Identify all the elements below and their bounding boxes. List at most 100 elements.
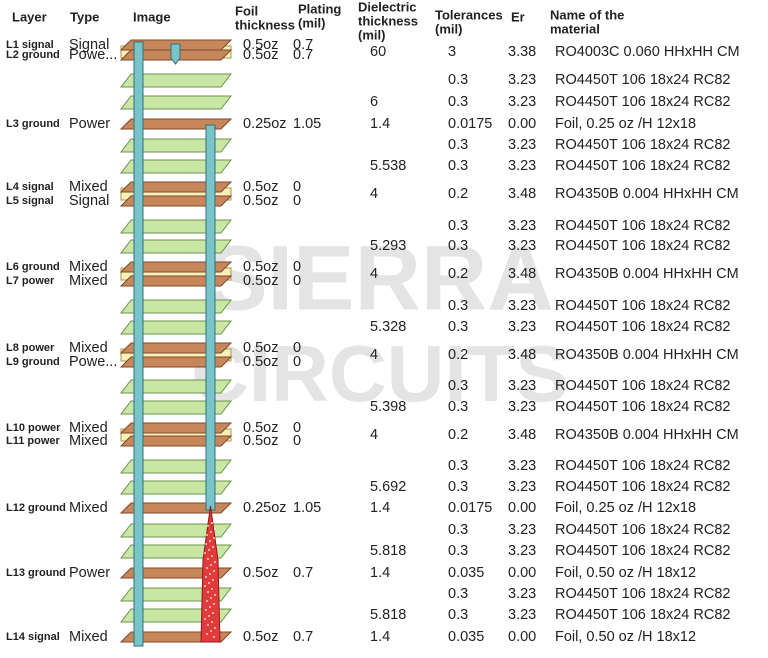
material-name: RO4350B 0.004 HHxHH CM bbox=[555, 427, 739, 443]
layer-name: L6 ground bbox=[6, 261, 60, 273]
tolerance: 3 bbox=[448, 44, 456, 60]
foil-thickness: 0.5oz bbox=[243, 47, 278, 63]
layer-name: L13 ground bbox=[6, 567, 66, 579]
dielectric-thickness: 1.4 bbox=[370, 565, 390, 581]
prepreg bbox=[119, 159, 233, 174]
column-header: Layer bbox=[12, 9, 47, 24]
material-name: RO4450T 106 18x24 RC82 bbox=[555, 479, 730, 495]
tolerance: 0.035 bbox=[448, 565, 484, 581]
copper-layer bbox=[119, 181, 233, 193]
tolerance: 0.3 bbox=[448, 607, 468, 623]
tolerance: 0.3 bbox=[448, 298, 468, 314]
prepreg bbox=[119, 459, 233, 474]
via-fill-dot bbox=[214, 528, 216, 530]
material-name: RO4450T 106 18x24 RC82 bbox=[555, 298, 730, 314]
plating: 0 bbox=[293, 273, 301, 289]
dielectric-thickness: 4 bbox=[370, 427, 378, 443]
er: 3.23 bbox=[508, 399, 536, 415]
via-fill-dot bbox=[214, 594, 216, 596]
tolerance: 0.0175 bbox=[448, 500, 492, 516]
via-fill-dot bbox=[207, 558, 209, 560]
via-fill-dot bbox=[205, 543, 207, 545]
material-name: Foil, 0.50 oz /H 18x12 bbox=[555, 629, 696, 645]
material-name: RO4450T 106 18x24 RC82 bbox=[555, 543, 730, 559]
er: 3.23 bbox=[508, 458, 536, 474]
copper-layer bbox=[119, 275, 233, 287]
column-header: Name of the bbox=[550, 7, 624, 22]
via-fill-dot bbox=[209, 573, 211, 575]
column-header: Plating bbox=[298, 1, 341, 16]
tolerance: 0.3 bbox=[448, 158, 468, 174]
via-fill-dot bbox=[213, 537, 215, 539]
tolerance: 0.3 bbox=[448, 218, 468, 234]
column-header: Image bbox=[133, 9, 171, 24]
foil-thickness: 0.5oz bbox=[243, 179, 278, 195]
layer-type: Mixed bbox=[69, 273, 108, 289]
layer-type: Mixed bbox=[69, 420, 108, 436]
via-fill-dot bbox=[207, 591, 209, 593]
plating: 0.7 bbox=[293, 629, 313, 645]
via-fill-dot bbox=[206, 567, 208, 569]
layer-type: Signal bbox=[69, 193, 109, 209]
er: 3.48 bbox=[508, 266, 536, 282]
er: 3.23 bbox=[508, 378, 536, 394]
er: 3.23 bbox=[508, 94, 536, 110]
dielectric-thickness: 5.818 bbox=[370, 607, 406, 623]
via-fill-dot bbox=[210, 630, 212, 632]
prepreg bbox=[119, 73, 233, 88]
foil-thickness: 0.5oz bbox=[243, 420, 278, 436]
er: 3.23 bbox=[508, 586, 536, 602]
plating: 0.7 bbox=[293, 47, 313, 63]
er: 3.23 bbox=[508, 218, 536, 234]
foil-thickness: 0.5oz bbox=[243, 37, 278, 53]
plating: 1.05 bbox=[293, 116, 321, 132]
via-fill-dot bbox=[210, 564, 212, 566]
layer-type: Mixed bbox=[69, 629, 108, 645]
via-fill-dot bbox=[207, 624, 209, 626]
stackup-table: Layer Type Image FoilthicknessPlating(mil)D… bbox=[6, 0, 740, 645]
dielectric-thickness: 5.692 bbox=[370, 479, 406, 495]
material-name: RO4450T 106 18x24 RC82 bbox=[555, 586, 730, 602]
via-fill-dot bbox=[209, 606, 211, 608]
via-fill-dot bbox=[206, 633, 208, 635]
via-fill-dot bbox=[205, 609, 207, 611]
prepreg bbox=[119, 523, 233, 538]
material-name: RO4450T 106 18x24 RC82 bbox=[555, 378, 730, 394]
layer-type: Powe... bbox=[69, 354, 117, 370]
er: 3.23 bbox=[508, 137, 536, 153]
via-fill-dot bbox=[212, 579, 214, 581]
plating: 0 bbox=[293, 179, 301, 195]
prepreg bbox=[119, 219, 233, 234]
dielectric-thickness: 4 bbox=[370, 266, 378, 282]
tolerance: 0.2 bbox=[448, 186, 468, 202]
prepreg bbox=[119, 400, 233, 415]
via-fill-dot bbox=[204, 552, 206, 554]
column-header: Type bbox=[70, 9, 99, 24]
copper-layer bbox=[119, 342, 233, 354]
material-name: RO4450T 106 18x24 RC82 bbox=[555, 522, 730, 538]
er: 3.23 bbox=[508, 298, 536, 314]
via-fill-dot bbox=[212, 546, 214, 548]
layer-type: Mixed bbox=[69, 179, 108, 195]
foil-thickness: 0.5oz bbox=[243, 193, 278, 209]
via bbox=[133, 41, 144, 647]
column-header: thickness bbox=[358, 13, 418, 28]
er: 0.00 bbox=[508, 565, 536, 581]
via-fill-dot bbox=[204, 519, 206, 521]
layer-name: L4 signal bbox=[6, 181, 54, 193]
er: 3.38 bbox=[508, 44, 536, 60]
material-name: Foil, 0.50 oz /H 18x12 bbox=[555, 565, 696, 581]
via-fill-dot bbox=[209, 540, 211, 542]
plating: 0 bbox=[293, 420, 301, 436]
dielectric-thickness: 1.4 bbox=[370, 500, 390, 516]
dielectric-thickness: 1.4 bbox=[370, 116, 390, 132]
plating: 0 bbox=[293, 340, 301, 356]
material-name: RO4450T 106 18x24 RC82 bbox=[555, 458, 730, 474]
foil-thickness: 0.25oz bbox=[243, 500, 287, 516]
column-header: (mil) bbox=[435, 21, 462, 36]
via-fill-dot bbox=[204, 618, 206, 620]
plating: 0.7 bbox=[293, 565, 313, 581]
dielectric-thickness: 5.538 bbox=[370, 158, 406, 174]
layer-name: L8 power bbox=[6, 342, 55, 354]
dielectric-thickness: 6 bbox=[370, 94, 378, 110]
